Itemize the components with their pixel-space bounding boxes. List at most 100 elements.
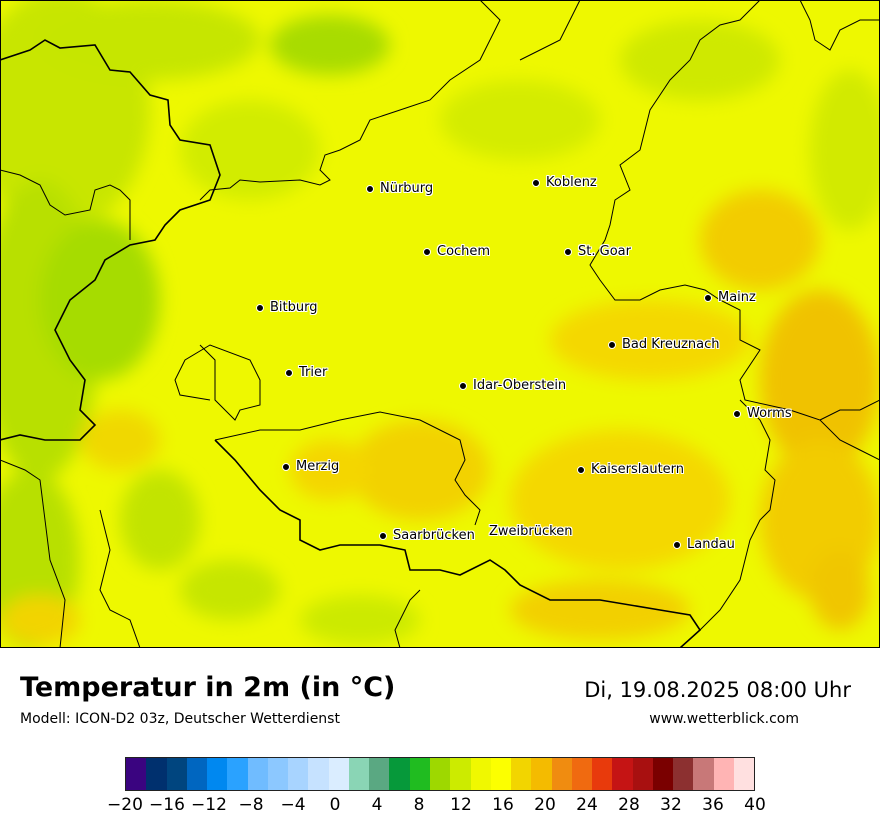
- legend-swatch: [288, 758, 309, 790]
- legend-tick-label: 36: [702, 795, 724, 815]
- legend-swatch: [632, 758, 653, 790]
- city-dot: [704, 293, 712, 302]
- legend-swatch: [592, 758, 613, 790]
- legend-tick-label: 12: [450, 795, 472, 815]
- border-lines: [0, 0, 880, 648]
- legend-tick-label: 40: [744, 795, 766, 815]
- city-marker: Zweibrücken: [489, 524, 572, 539]
- city-label: Bitburg: [270, 300, 318, 315]
- city-dot: [532, 178, 540, 187]
- legend-tick-label: −20: [107, 795, 143, 815]
- legend-tick-label: 16: [492, 795, 514, 815]
- legend-swatch: [126, 758, 147, 790]
- city-marker: Bad Kreuznach: [608, 337, 720, 352]
- city-label: Worms: [747, 406, 792, 421]
- city-label: Koblenz: [546, 175, 597, 190]
- legend-swatch: [267, 758, 289, 790]
- city-label: Kaiserslautern: [591, 462, 685, 477]
- city-dot: [608, 340, 616, 349]
- legend-swatch: [247, 758, 268, 790]
- city-marker: St. Goar: [564, 244, 631, 259]
- city-marker: Saarbrücken: [379, 528, 475, 543]
- legend-swatch: [429, 758, 451, 790]
- city-marker: Merzig: [282, 459, 339, 474]
- city-label: Landau: [687, 537, 735, 552]
- national-border: [0, 39, 221, 441]
- city-dot: [459, 381, 467, 390]
- legend-swatch: [551, 758, 572, 790]
- city-label: Nürburg: [380, 181, 434, 196]
- city-marker: Trier: [285, 365, 327, 380]
- city-marker: Koblenz: [532, 175, 597, 190]
- legend-swatch: [733, 758, 755, 790]
- legend-swatch: [450, 758, 471, 790]
- legend-swatch: [227, 758, 248, 790]
- city-label: St. Goar: [578, 244, 631, 259]
- legend-swatch: [369, 758, 390, 790]
- city-label: Idar-Oberstein: [473, 378, 567, 393]
- legend-swatch: [409, 758, 430, 790]
- legend-swatch: [166, 758, 187, 790]
- legend-swatch: [571, 758, 593, 790]
- city-marker: Bitburg: [256, 300, 318, 315]
- legend-tick-label: 28: [618, 795, 640, 815]
- legend-swatch: [673, 758, 694, 790]
- map-title: Temperatur in 2m (in °C): [20, 672, 396, 703]
- legend-swatch: [146, 758, 167, 790]
- city-dot: [423, 247, 431, 256]
- region-border-1: [0, 169, 131, 240]
- region-border-6: [819, 399, 880, 421]
- legend-tick-label: 24: [576, 795, 598, 815]
- city-label: Trier: [299, 365, 328, 380]
- legend-swatch: [693, 758, 714, 790]
- legend-tick-label: 4: [371, 795, 383, 815]
- region-border-2: [174, 344, 261, 421]
- region-border-4: [0, 459, 66, 648]
- region-border-3: [214, 411, 481, 526]
- city-label: Saarbrücken: [393, 528, 475, 543]
- legend-swatch: [348, 758, 370, 790]
- city-dot: [564, 247, 572, 256]
- legend-tick-label: −8: [238, 795, 264, 815]
- city-marker: Cochem: [423, 244, 490, 259]
- map-canvas: [0, 0, 880, 648]
- legend-swatch: [207, 758, 228, 790]
- legend-ticks: −20 −16 −12 −8 −4 0 4 8 12 16 20 24 28 32 36 40: [0, 795, 880, 820]
- legend-tick-label: 0: [329, 795, 341, 815]
- color-legend: [125, 757, 755, 791]
- legend-tick-label: 32: [660, 795, 682, 815]
- region-border-5: [99, 509, 141, 648]
- city-dot: [256, 303, 264, 312]
- forecast-datetime: Di, 19.08.2025 08:00 Uhr: [584, 678, 851, 702]
- city-dot: [673, 540, 681, 549]
- legend-swatch: [490, 758, 512, 790]
- legend-tick-label: 20: [534, 795, 556, 815]
- city-label: Merzig: [296, 459, 340, 474]
- city-marker: Kaiserslautern: [577, 462, 684, 477]
- city-label: Mainz: [718, 290, 756, 305]
- region-border-7: [699, 399, 776, 631]
- legend-swatch: [531, 758, 552, 790]
- city-dot: [282, 462, 290, 471]
- legend-swatch: [328, 758, 349, 790]
- city-label: Zweibrücken: [489, 524, 573, 539]
- website-link[interactable]: www.wetterblick.com: [649, 711, 799, 727]
- city-dot: [733, 409, 741, 418]
- legend-tick-label: −12: [191, 795, 227, 815]
- region-border-9: [394, 589, 421, 648]
- temperature-map: Nürburg Koblenz Cochem St. Goar Mainz Bi…: [0, 0, 880, 648]
- state-border-east: [589, 0, 880, 461]
- city-marker: Landau: [673, 537, 735, 552]
- model-info: Modell: ICON-D2 03z, Deutscher Wetterdie…: [20, 711, 340, 727]
- legend-swatch: [389, 758, 410, 790]
- legend-swatch: [713, 758, 734, 790]
- state-border-hesse: [199, 0, 501, 201]
- city-dot: [285, 368, 293, 377]
- legend-tick-label: −16: [149, 795, 185, 815]
- legend-swatch: [470, 758, 491, 790]
- state-border-saar: [214, 439, 702, 648]
- region-border-8: [799, 0, 880, 51]
- legend-tick-label: 8: [413, 795, 425, 815]
- legend-swatch: [511, 758, 532, 790]
- city-label: Bad Kreuznach: [622, 337, 720, 352]
